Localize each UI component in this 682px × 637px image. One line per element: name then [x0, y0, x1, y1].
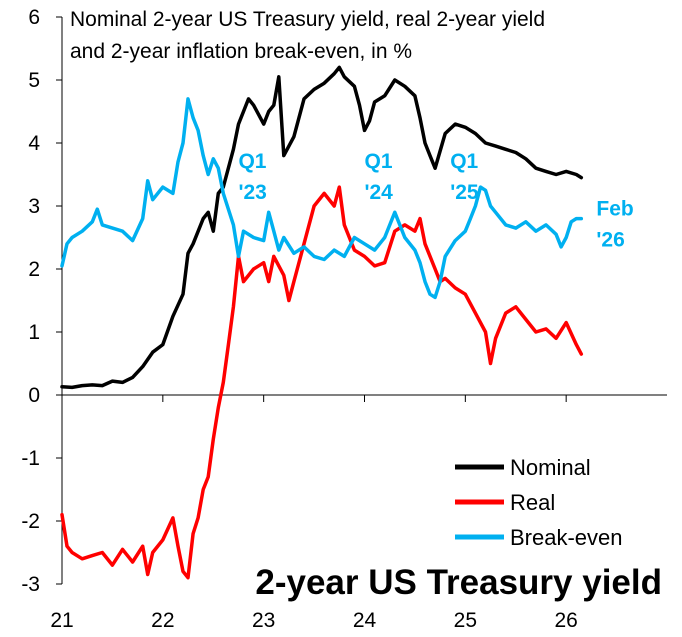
series-lines: [60, 65, 584, 580]
annotation-label: Q1: [365, 150, 393, 173]
y-tick-label: 1: [28, 321, 40, 344]
annotation-label: '23: [238, 181, 266, 204]
x-tick-label: 22: [151, 609, 174, 632]
y-tick-label: 3: [28, 195, 40, 218]
annotation-label: Feb: [596, 197, 633, 220]
x-tick-label: 26: [554, 609, 577, 632]
series-line-real: [60, 185, 584, 580]
chart-title-line-2: and 2-year inflation break-even, in %: [70, 40, 412, 63]
annotation-label: '25: [450, 181, 479, 204]
annotation-label: '26: [596, 228, 624, 251]
legend-label-real: Real: [510, 490, 555, 515]
annotation-label: Q1: [450, 150, 478, 173]
y-tick-label: -1: [21, 447, 40, 470]
y-tick-label: -2: [21, 510, 40, 533]
chart-big-title: 2-year US Treasury yield: [255, 563, 662, 602]
annotation-label: '24: [365, 181, 394, 204]
x-tick-label: 23: [252, 609, 275, 632]
chart-labels: Nominal 2-year US Treasury yield, real 2…: [70, 8, 662, 602]
legend-label-nominal: Nominal: [510, 455, 591, 480]
legend-label-break-even: Break-even: [510, 525, 623, 550]
annotations: Q1 '23 Q1 '24 Q1 '25 Feb '26: [238, 150, 633, 251]
y-tick-label: 2: [28, 258, 40, 281]
y-tick-label: 4: [28, 132, 40, 155]
series-line-break-even: [60, 97, 584, 300]
legend: Nominal Real Break-even: [455, 455, 623, 550]
x-tick-label: 25: [454, 609, 477, 632]
y-tick-label: -3: [21, 573, 40, 596]
y-tick-label: 0: [28, 384, 40, 407]
annotation-label: Q1: [238, 150, 266, 173]
x-tick-label: 24: [353, 609, 377, 632]
x-tick-label: 21: [50, 609, 73, 632]
chart-title-line-1: Nominal 2-year US Treasury yield, real 2…: [70, 8, 545, 31]
y-tick-label: 6: [28, 6, 40, 29]
series-line-nominal: [60, 65, 584, 390]
y-tick-label: 5: [28, 69, 40, 92]
